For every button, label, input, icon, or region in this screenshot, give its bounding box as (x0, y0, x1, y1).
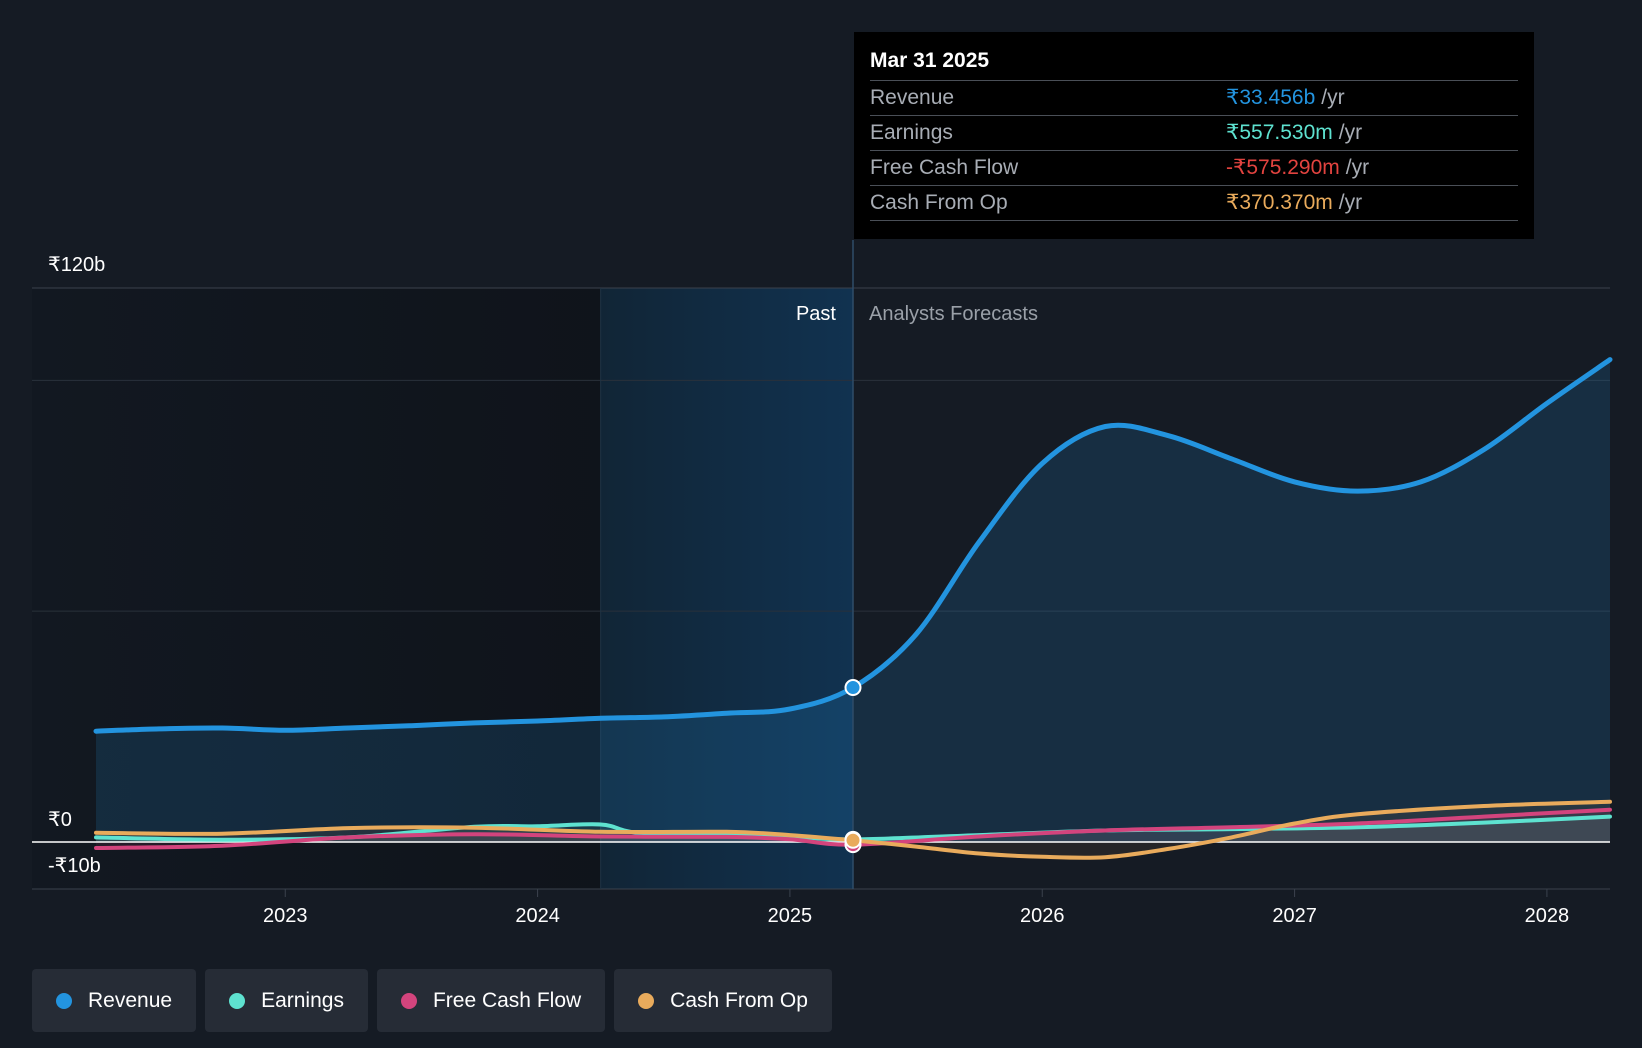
legend-dot-icon (229, 992, 246, 1009)
tooltip-unit: /yr (1345, 156, 1370, 179)
past-label: Past (796, 303, 836, 325)
hover-tooltip: Mar 31 2025 Revenue ₹33.456b /yr Earning… (854, 32, 1534, 239)
past-highlight-region (600, 288, 853, 889)
hover-markers (844, 679, 862, 854)
x-tick-label: 2024 (515, 905, 560, 927)
x-tick-label: 2023 (263, 905, 308, 927)
series-line-revenue (93, 357, 1613, 734)
tooltip-unit: /yr (1338, 191, 1363, 214)
x-tick-label: 2028 (1525, 905, 1570, 927)
tooltip-label: Cash From Op (870, 191, 1008, 214)
legend-item-earnings[interactable]: Earnings (205, 969, 368, 1032)
x-tick-label: 2025 (768, 905, 813, 927)
axis-labels: ₹120b ₹0 -₹10b Past Analysts Forecasts (48, 254, 1038, 877)
x-tick-label: 2026 (1020, 905, 1065, 927)
gridlines (32, 287, 1610, 890)
legend-label: Revenue (88, 988, 173, 1012)
legend-item-revenue[interactable]: Revenue (32, 969, 197, 1032)
forecast-label: Analysts Forecasts (869, 303, 1038, 325)
tooltip-unit: /yr (1338, 121, 1363, 144)
tooltip-row-free-cash-flow: Free Cash Flow -₹575.290m /yr (870, 151, 1518, 186)
legend-item-free-cash-flow[interactable]: Free Cash Flow (376, 969, 606, 1032)
tooltip-value: ₹33.456b (1226, 86, 1316, 109)
tooltip-row-cash-from-op: Cash From Op ₹370.370m /yr (870, 186, 1518, 221)
tooltip-value: -₹575.290m (1226, 156, 1340, 179)
marker-cash-from-op (844, 831, 862, 849)
tooltip-value: ₹370.370m (1226, 191, 1333, 214)
x-tick-label: 2027 (1272, 905, 1317, 927)
marker-revenue (844, 679, 862, 697)
tooltip-label: Free Cash Flow (870, 156, 1019, 179)
series-line-cash-from-op (94, 799, 1612, 860)
y-zero-label: ₹0 (48, 809, 72, 831)
series-lines (93, 357, 1613, 860)
legend-dot-icon (638, 992, 655, 1009)
legend-label: Cash From Op (670, 988, 808, 1012)
series-line-free-cash-flow (94, 807, 1612, 850)
tooltip-label: Revenue (870, 86, 955, 109)
tooltip-value: ₹557.530m (1226, 121, 1333, 144)
y-top-label: ₹120b (48, 254, 105, 276)
tooltip-row-revenue: Revenue ₹33.456b /yr (870, 81, 1518, 116)
y-bottom-label: -₹10b (48, 855, 101, 877)
tooltip-unit: /yr (1321, 86, 1345, 109)
legend-item-cash-from-op[interactable]: Cash From Op (614, 969, 832, 1032)
chart-legend: Revenue Earnings Free Cash Flow Cash Fro… (32, 969, 832, 1032)
legend-label: Earnings (261, 988, 344, 1012)
legend-dot-icon (400, 992, 417, 1009)
tooltip-row-earnings: Earnings ₹557.530m /yr (870, 116, 1518, 151)
legend-dot-icon (56, 992, 72, 1009)
tooltip-label: Earnings (870, 121, 953, 144)
legend-label: Free Cash Flow (432, 988, 582, 1012)
tooltip-date: Mar 31 2025 (870, 46, 1518, 81)
x-axis-ticks: 2023 2024 2025 2026 2027 2028 (263, 889, 1569, 927)
series-area-revenue (96, 359, 1610, 842)
